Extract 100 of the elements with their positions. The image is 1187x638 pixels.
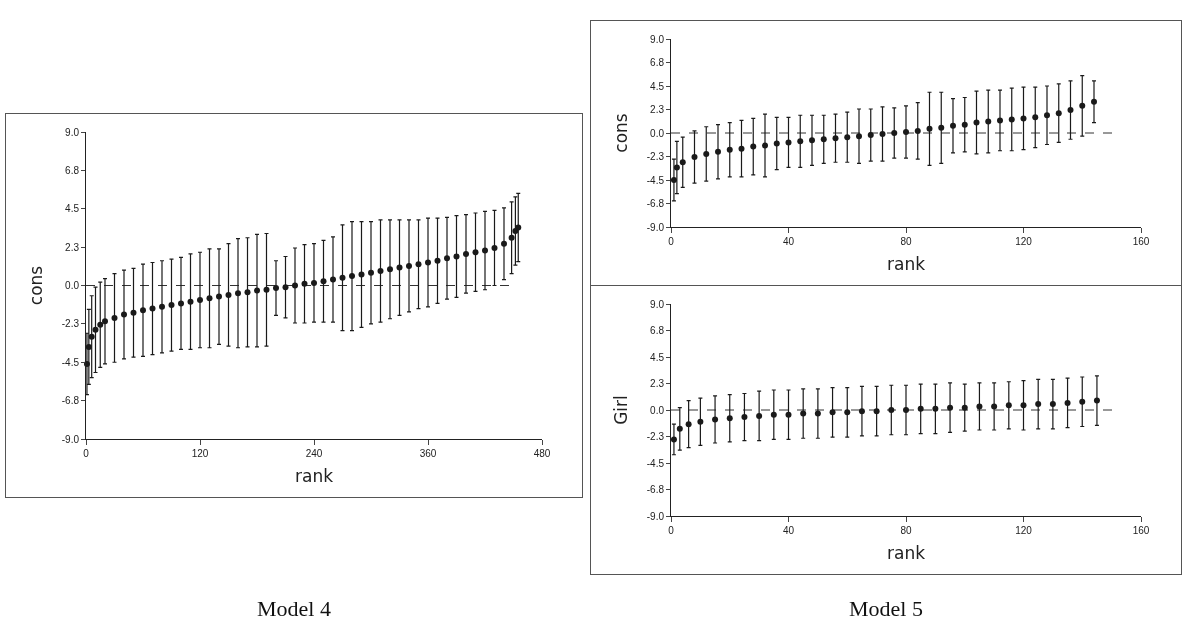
point <box>773 140 780 147</box>
point <box>879 131 886 138</box>
point <box>991 403 998 410</box>
point <box>703 150 710 157</box>
y-tick-label: 4.5 <box>650 80 665 92</box>
point <box>814 410 821 417</box>
point <box>1055 110 1062 117</box>
point <box>1049 401 1056 408</box>
point <box>697 418 704 425</box>
point <box>917 405 924 412</box>
point <box>691 154 698 161</box>
point <box>914 127 921 134</box>
point <box>1067 107 1074 114</box>
point <box>762 142 768 149</box>
point <box>888 407 895 413</box>
y-tick-label: -6.8 <box>61 395 80 407</box>
y-tick-label: -2.3 <box>646 431 665 442</box>
y-tick-label: 2.3 <box>650 104 665 115</box>
point <box>425 259 431 266</box>
point <box>168 302 175 309</box>
point <box>903 407 909 413</box>
y-tick-label: -6.8 <box>646 484 665 495</box>
y-tick-label: 0.0 <box>65 280 80 291</box>
point <box>311 279 317 286</box>
point <box>206 295 213 302</box>
y-tick-label: -9.0 <box>646 510 665 522</box>
point <box>235 290 241 297</box>
y-tick-label: -4.5 <box>646 174 665 186</box>
y-tick-label: -9.0 <box>646 221 665 233</box>
x-tick-label: 0 <box>668 525 675 536</box>
x-tick-label: 120 <box>191 448 209 459</box>
point <box>1005 402 1012 409</box>
x-tick-label: 40 <box>782 236 795 247</box>
point <box>92 326 99 333</box>
y-tick-label: 2.3 <box>650 378 665 389</box>
point <box>482 247 488 254</box>
x-tick-label: 160 <box>1132 236 1150 247</box>
x-tick-label: 120 <box>1015 525 1033 536</box>
y-axis-title: cons <box>26 265 47 306</box>
point <box>358 271 365 278</box>
point <box>715 148 721 155</box>
point <box>491 244 498 251</box>
y-tick-label: -6.8 <box>646 198 665 209</box>
point <box>829 409 836 416</box>
point <box>197 297 203 303</box>
point <box>844 134 851 141</box>
point <box>301 280 308 287</box>
point <box>997 117 1003 124</box>
point <box>926 125 933 132</box>
point <box>1064 399 1071 406</box>
point <box>225 291 232 298</box>
point <box>800 410 807 417</box>
point <box>415 261 422 268</box>
point <box>330 276 336 283</box>
y-tick-label: 6.8 <box>650 57 665 68</box>
point <box>377 268 384 274</box>
point <box>1093 397 1100 404</box>
point <box>867 132 874 139</box>
point <box>130 309 137 316</box>
point <box>785 139 792 146</box>
point <box>670 177 677 183</box>
point <box>947 404 954 411</box>
point <box>320 278 327 285</box>
y-tick-label: -4.5 <box>61 356 80 368</box>
x-tick-label: 160 <box>1132 525 1150 536</box>
point <box>244 289 251 296</box>
x-tick-label: 80 <box>900 236 912 247</box>
point <box>349 273 355 280</box>
point <box>396 264 403 271</box>
x-tick-label: 120 <box>1015 236 1033 247</box>
y-tick-label: 4.5 <box>650 351 665 363</box>
y-tick-label: 6.8 <box>650 325 665 336</box>
y-tick-label: 0.0 <box>650 127 665 139</box>
point <box>1032 114 1039 121</box>
text: Model 5 <box>848 596 924 622</box>
point <box>673 164 680 171</box>
point <box>97 321 104 328</box>
point <box>111 314 118 321</box>
point <box>950 122 956 129</box>
point <box>1020 115 1027 122</box>
point <box>472 249 479 256</box>
point <box>844 409 851 416</box>
point <box>741 414 748 421</box>
point <box>1008 116 1015 123</box>
point <box>938 124 945 131</box>
point <box>453 253 460 260</box>
y-tick-label: 2.3 <box>65 241 80 253</box>
point <box>756 412 763 419</box>
y-tick-label: -2.3 <box>646 151 665 162</box>
point <box>88 333 95 340</box>
y-tick-label: 6.8 <box>65 164 80 176</box>
y-tick-label: -2.3 <box>61 318 80 330</box>
point <box>903 128 909 135</box>
point <box>1091 98 1097 105</box>
point <box>102 318 108 325</box>
y-tick-label: 9.0 <box>65 126 80 138</box>
point <box>809 137 815 144</box>
point <box>679 159 686 166</box>
point <box>973 119 980 126</box>
point <box>858 408 865 415</box>
